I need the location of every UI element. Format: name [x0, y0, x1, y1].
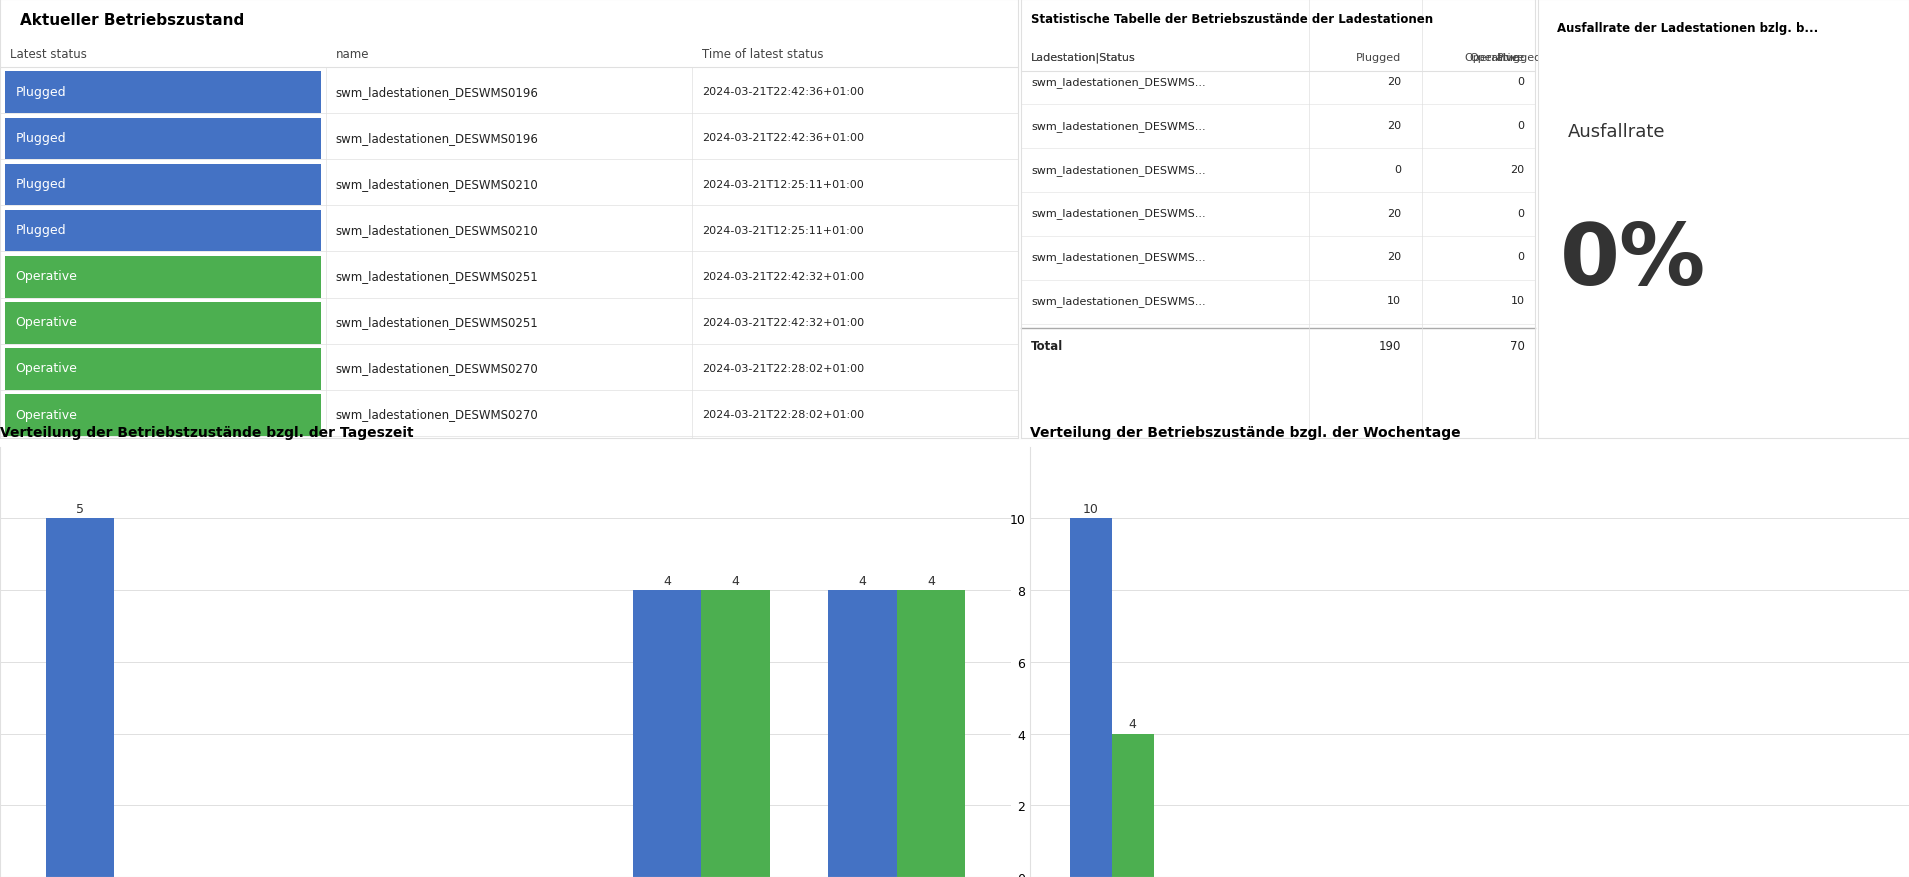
Text: 4: 4 — [859, 574, 867, 587]
Text: 10: 10 — [1082, 503, 1100, 516]
Bar — [46, 519, 115, 877]
Text: 2024-03-21T22:28:02+01:00: 2024-03-21T22:28:02+01:00 — [703, 410, 865, 419]
Text: Verteilung der Betriebstzustände bzgl. der Tageszeit: Verteilung der Betriebstzustände bzgl. d… — [0, 425, 414, 439]
Text: name: name — [336, 48, 370, 61]
Text: 2024-03-21T12:25:11+01:00: 2024-03-21T12:25:11+01:00 — [703, 180, 865, 189]
Text: 0: 0 — [1394, 165, 1401, 175]
Text: Verteilung der Betriebszustände bzgl. der Wochentage: Verteilung der Betriebszustände bzgl. de… — [1031, 425, 1460, 439]
Text: 10: 10 — [1388, 296, 1401, 306]
Text: 4: 4 — [731, 574, 739, 587]
Text: 4: 4 — [928, 574, 935, 587]
Text: swm_ladestationen_DESWMS0251: swm_ladestationen_DESWMS0251 — [336, 270, 538, 283]
Text: Statistische Tabelle der Betriebszustände der Ladestationen: Statistische Tabelle der Betriebszuständ… — [1031, 13, 1434, 26]
Text: Plugged: Plugged — [1497, 53, 1542, 62]
Bar — [6, 73, 321, 114]
Text: Operative: Operative — [1470, 53, 1525, 62]
Text: 20: 20 — [1388, 209, 1401, 218]
Text: 2024-03-21T22:42:32+01:00: 2024-03-21T22:42:32+01:00 — [703, 272, 865, 282]
Bar — [701, 590, 769, 877]
Text: 0: 0 — [1518, 76, 1525, 87]
Bar — [6, 164, 321, 206]
Text: 5: 5 — [76, 503, 84, 516]
Bar — [6, 349, 321, 390]
Text: Aktueller Betriebszustand: Aktueller Betriebszustand — [21, 13, 244, 28]
Text: 2024-03-21T22:42:32+01:00: 2024-03-21T22:42:32+01:00 — [703, 317, 865, 327]
Text: swm_ladestationen_DESWMS0270: swm_ladestationen_DESWMS0270 — [336, 362, 538, 375]
Text: 0%: 0% — [1560, 219, 1707, 303]
Bar — [6, 118, 321, 160]
Text: 70: 70 — [1510, 340, 1525, 353]
Bar — [829, 590, 897, 877]
Text: swm_ladestationen_DESWMS...: swm_ladestationen_DESWMS... — [1031, 165, 1206, 175]
Text: Operative: Operative — [15, 270, 76, 283]
Bar — [6, 210, 321, 253]
Bar — [1111, 734, 1153, 877]
Text: Plugged: Plugged — [15, 224, 67, 237]
Text: Latest status: Latest status — [10, 48, 88, 61]
Text: 20: 20 — [1388, 76, 1401, 87]
Text: Total: Total — [1031, 340, 1063, 353]
Text: swm_ladestationen_DESWMS0210: swm_ladestationen_DESWMS0210 — [336, 178, 538, 191]
Bar — [6, 395, 321, 437]
Text: Plugged: Plugged — [15, 86, 67, 99]
Text: Plugged: Plugged — [15, 132, 67, 145]
Text: 0: 0 — [1518, 121, 1525, 131]
Text: Operative: Operative — [15, 316, 76, 329]
Text: 2024-03-21T22:42:36+01:00: 2024-03-21T22:42:36+01:00 — [703, 133, 865, 143]
Text: Ausfallrate der Ladestationen bzlg. b...: Ausfallrate der Ladestationen bzlg. b... — [1556, 22, 1817, 35]
Text: 190: 190 — [1378, 340, 1401, 353]
Text: Operative: Operative — [15, 408, 76, 421]
Text: swm_ladestationen_DESWMS...: swm_ladestationen_DESWMS... — [1031, 209, 1206, 219]
Text: 2024-03-21T22:28:02+01:00: 2024-03-21T22:28:02+01:00 — [703, 364, 865, 374]
Text: Ladestation|Status: Ladestation|Status — [1031, 53, 1136, 63]
Bar — [897, 590, 966, 877]
Text: swm_ladestationen_DESWMS0251: swm_ladestationen_DESWMS0251 — [336, 316, 538, 329]
Text: 2024-03-21T12:25:11+01:00: 2024-03-21T12:25:11+01:00 — [703, 225, 865, 235]
Text: Ladestation|Status: Ladestation|Status — [1031, 53, 1136, 63]
Text: 10: 10 — [1510, 296, 1525, 306]
Bar — [632, 590, 701, 877]
Text: 4: 4 — [662, 574, 670, 587]
Text: 0: 0 — [1518, 209, 1525, 218]
Text: Ausfallrate: Ausfallrate — [1567, 123, 1665, 141]
Text: swm_ladestationen_DESWMS...: swm_ladestationen_DESWMS... — [1031, 121, 1206, 132]
Text: swm_ladestationen_DESWMS0196: swm_ladestationen_DESWMS0196 — [336, 86, 538, 99]
Text: 20: 20 — [1388, 121, 1401, 131]
Text: 4: 4 — [1128, 717, 1136, 731]
Text: swm_ladestationen_DESWMS0270: swm_ladestationen_DESWMS0270 — [336, 408, 538, 421]
Bar — [6, 256, 321, 298]
Text: Plugged: Plugged — [1355, 53, 1401, 62]
Text: 20: 20 — [1510, 165, 1525, 175]
Bar — [6, 303, 321, 345]
Text: 20: 20 — [1388, 253, 1401, 262]
Text: swm_ladestationen_DESWMS...: swm_ladestationen_DESWMS... — [1031, 296, 1206, 307]
Text: swm_ladestationen_DESWMS0196: swm_ladestationen_DESWMS0196 — [336, 132, 538, 145]
Text: 2024-03-21T22:42:36+01:00: 2024-03-21T22:42:36+01:00 — [703, 88, 865, 97]
Text: Plugged: Plugged — [15, 178, 67, 191]
Text: Operative: Operative — [15, 362, 76, 375]
Text: Operative: Operative — [1464, 53, 1520, 62]
Text: Time of latest status: Time of latest status — [703, 48, 825, 61]
Text: swm_ladestationen_DESWMS...: swm_ladestationen_DESWMS... — [1031, 76, 1206, 88]
Text: swm_ladestationen_DESWMS0210: swm_ladestationen_DESWMS0210 — [336, 224, 538, 237]
Text: swm_ladestationen_DESWMS...: swm_ladestationen_DESWMS... — [1031, 253, 1206, 263]
Bar — [1071, 519, 1111, 877]
Text: 0: 0 — [1518, 253, 1525, 262]
